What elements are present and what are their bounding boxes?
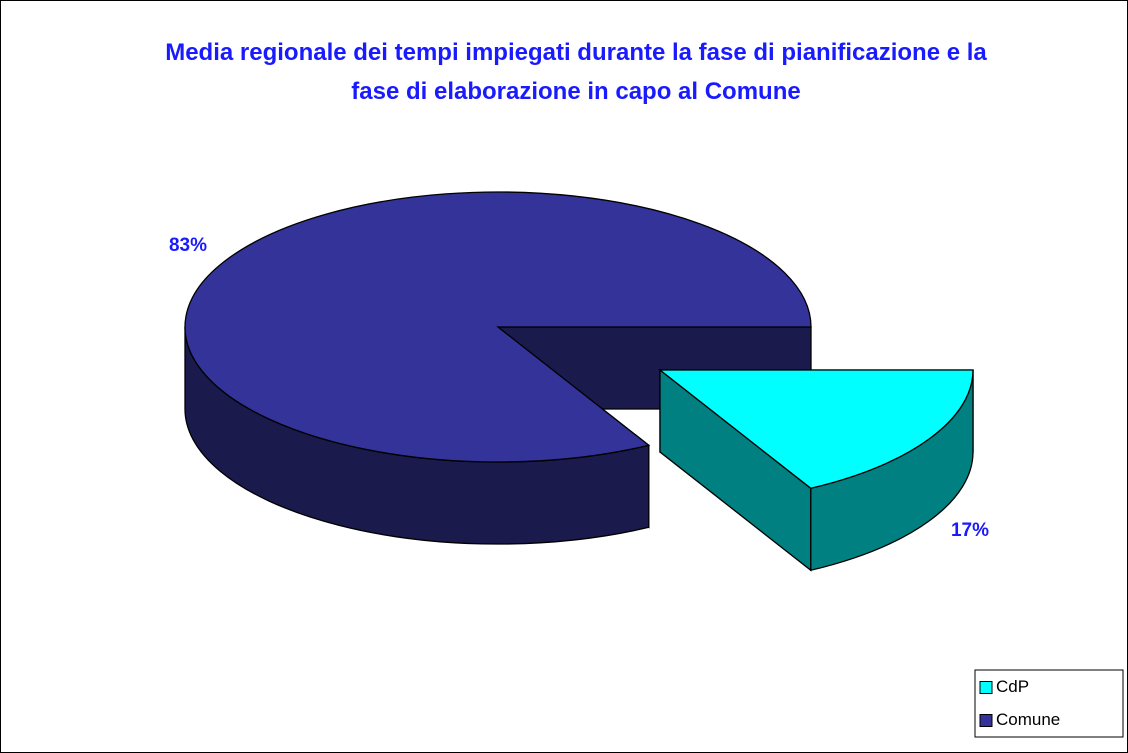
- legend-box: [974, 669, 1124, 738]
- data-label: 83%: [169, 235, 207, 256]
- legend-label: Comune: [996, 710, 1060, 729]
- data-label: 17%: [951, 520, 989, 541]
- legend-label: CdP: [996, 677, 1029, 696]
- slice-top: [184, 191, 812, 463]
- slice-top: [658, 369, 974, 490]
- legend-swatch: [979, 714, 993, 727]
- legend-swatch: [979, 681, 993, 694]
- chart-title: Media regionale dei tempi impiegati dura…: [165, 39, 987, 105]
- pie-slice: [184, 191, 812, 545]
- pie-slice: [658, 368, 974, 572]
